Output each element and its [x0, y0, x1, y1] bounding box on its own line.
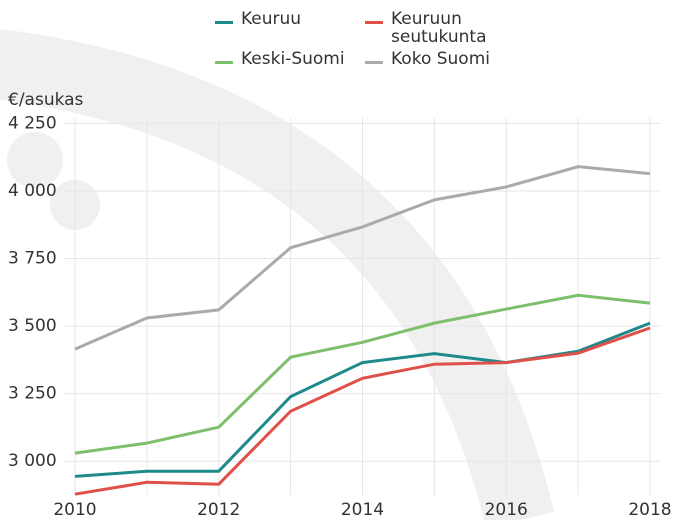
- x-tick-label: 2016: [485, 500, 528, 520]
- y-tick-label: 4 000: [8, 181, 57, 201]
- legend-label: Keuruun seutukunta: [391, 9, 487, 47]
- legend-item: Keski-Suomi: [215, 50, 365, 68]
- y-tick-label: 3 000: [8, 451, 57, 471]
- legend-swatch: [215, 61, 233, 64]
- legend-label: Koko Suomi: [391, 49, 490, 69]
- x-tick-label: 2014: [341, 500, 384, 520]
- x-tick-label: 2018: [628, 500, 671, 520]
- series-line: [74, 165, 651, 351]
- legend-swatch: [365, 61, 383, 64]
- y-tick-label: 4 250: [8, 113, 57, 133]
- legend-label: Keski-Suomi: [241, 49, 345, 69]
- series-line: [74, 293, 651, 455]
- y-tick-label: 3 750: [8, 249, 57, 269]
- legend-item: Keuruun seutukunta: [365, 10, 535, 46]
- legend-swatch: [365, 21, 383, 24]
- x-tick-label: 2010: [53, 500, 96, 520]
- legend-item: Keuruu: [215, 10, 365, 46]
- y-axis-label: €/asukas: [8, 90, 84, 110]
- series-line: [74, 326, 651, 496]
- y-tick-label: 3 500: [8, 316, 57, 336]
- legend: Keuruu Keuruun seutukunta Keski-Suomi Koko …: [215, 10, 545, 68]
- legend-swatch: [215, 21, 233, 24]
- legend-item: Koko Suomi: [365, 50, 535, 68]
- y-tick-label: 3 250: [8, 384, 57, 404]
- legend-label: Keuruu: [241, 9, 302, 29]
- x-tick-label: 2012: [197, 500, 240, 520]
- background-decoration: [0, 29, 555, 520]
